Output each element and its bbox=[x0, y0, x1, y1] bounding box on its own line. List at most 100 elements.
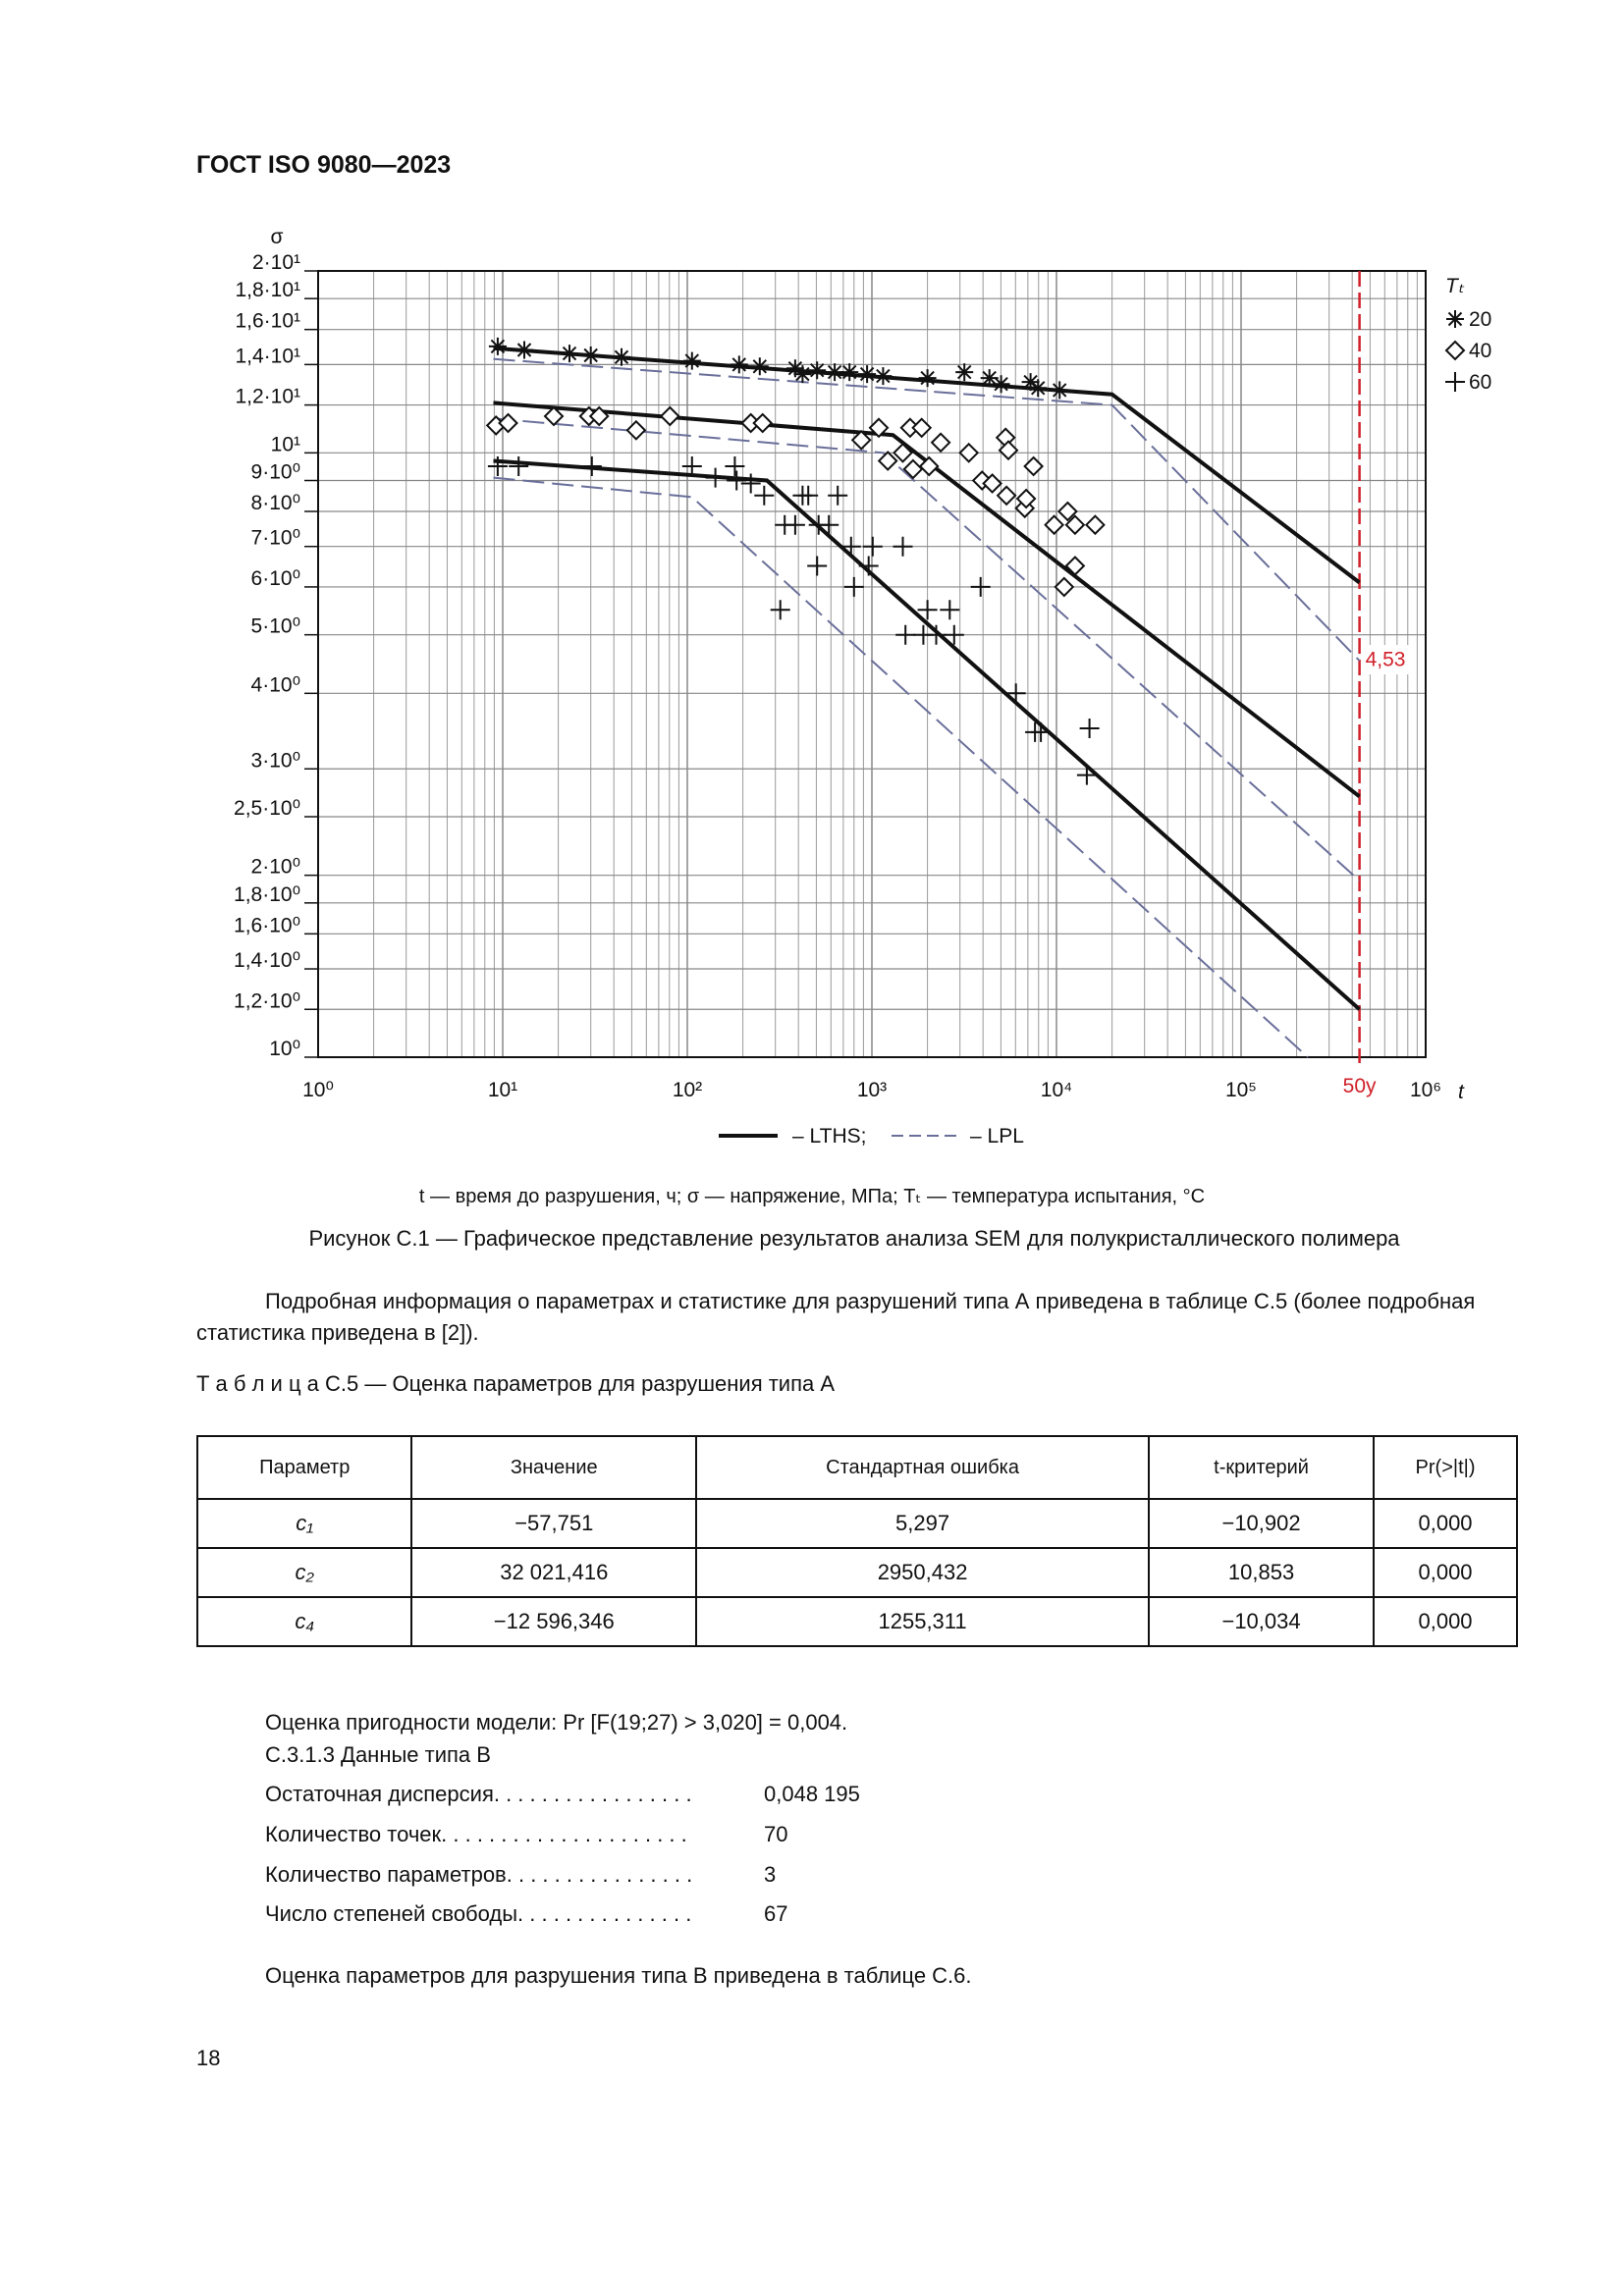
paragraph: Подробная информация о параметрах и стат… bbox=[196, 1289, 1476, 1345]
data-point bbox=[807, 556, 828, 576]
stat-label: Остаточная дисперсия. . . . . . . . . . … bbox=[265, 1782, 692, 1806]
annotation-label: 4,53 bbox=[1366, 649, 1406, 671]
table-row: c₄ −12 596,346 1255,311 −10,034 0,000 bbox=[195, 1596, 1518, 1647]
data-point bbox=[930, 432, 951, 454]
data-point bbox=[955, 363, 974, 382]
data-point bbox=[893, 536, 913, 557]
fit-line bbox=[493, 346, 1361, 585]
y-tick-label: 1,8·10⁰ bbox=[234, 883, 300, 906]
data-point bbox=[992, 375, 1010, 394]
header-cell: Pr(>|t|) bbox=[1373, 1435, 1518, 1500]
y-tick-label: 8·10⁰ bbox=[251, 492, 300, 514]
cell: 0,000 bbox=[1373, 1596, 1518, 1647]
data-point bbox=[740, 473, 761, 494]
data-point bbox=[998, 440, 1019, 461]
data-point bbox=[752, 412, 774, 434]
cell: 0,000 bbox=[1373, 1498, 1518, 1549]
header-title: ГОСТ ISO 9080—2023 bbox=[196, 151, 452, 179]
data-point bbox=[487, 456, 508, 476]
y-tick-label: 10⁰ bbox=[269, 1038, 300, 1060]
data-point bbox=[625, 419, 647, 441]
cell: −57,751 bbox=[410, 1498, 698, 1549]
data-point bbox=[918, 369, 937, 388]
legend-label: – LTHS; bbox=[792, 1125, 866, 1148]
fit-line bbox=[493, 357, 1361, 662]
legend-label: 40 bbox=[1469, 340, 1491, 362]
data-point bbox=[1031, 721, 1052, 742]
data-point bbox=[509, 456, 529, 476]
legend-label: 20 bbox=[1469, 308, 1491, 331]
data-point bbox=[750, 357, 769, 376]
stat-label: Количество точек. . . . . . . . . . . . … bbox=[265, 1822, 687, 1846]
fit-line bbox=[493, 400, 1361, 798]
data-point bbox=[958, 442, 980, 463]
y-tick-label: 1,4·10¹ bbox=[235, 345, 300, 367]
cell: c₂ bbox=[195, 1547, 413, 1598]
annotation-box bbox=[1361, 645, 1415, 675]
data-point bbox=[858, 556, 879, 576]
data-point bbox=[944, 624, 964, 645]
data-point bbox=[488, 337, 507, 355]
data-point bbox=[1076, 765, 1097, 785]
data-point bbox=[858, 365, 877, 384]
fit-line bbox=[493, 476, 1309, 1058]
legend-marker bbox=[1446, 310, 1464, 328]
cell: 0,000 bbox=[1373, 1547, 1518, 1598]
y-tick-label: 1,6·10⁰ bbox=[234, 914, 300, 936]
data-point bbox=[819, 514, 839, 535]
data-point bbox=[874, 367, 893, 386]
chart: 10⁰ 10¹ 10² 10³ 10⁴ 10⁵ 10⁶ 2·10¹ 1,8·10¹ 1,6·10¹… bbox=[234, 226, 1491, 1148]
data-point bbox=[1021, 373, 1040, 392]
data-point bbox=[1015, 488, 1037, 509]
data-point bbox=[1029, 379, 1048, 398]
data-point bbox=[1079, 719, 1100, 738]
legend-label: 60 bbox=[1469, 371, 1491, 394]
data-point bbox=[840, 363, 859, 382]
y-tick-label: 2·10⁰ bbox=[251, 856, 300, 879]
legend-marker bbox=[1445, 372, 1465, 392]
legend-marker bbox=[1444, 340, 1466, 361]
y-tick-label: 9·10⁰ bbox=[251, 461, 300, 484]
cell: −12 596,346 bbox=[410, 1596, 698, 1647]
y-tick-label: 10¹ bbox=[271, 433, 300, 455]
cell: 2950,432 bbox=[695, 1547, 1151, 1598]
header-cell: Значение bbox=[410, 1435, 698, 1500]
data-point bbox=[850, 429, 872, 451]
cell: 1255,311 bbox=[695, 1596, 1151, 1647]
data-point bbox=[1064, 514, 1086, 536]
data-point bbox=[730, 355, 748, 374]
cell: c₁ bbox=[195, 1498, 413, 1549]
x-tick-label: 10³ bbox=[857, 1079, 887, 1101]
header-cell: t-критерий bbox=[1148, 1435, 1376, 1500]
data-point bbox=[843, 576, 864, 597]
data-point bbox=[808, 361, 827, 380]
data-point bbox=[498, 412, 518, 434]
y-tick-label: 3·10⁰ bbox=[251, 749, 300, 772]
y-tick-label: 1,2·10⁰ bbox=[234, 989, 300, 1012]
data-point bbox=[996, 485, 1017, 507]
table-row: c₁ −57,751 5,297 −10,902 0,000 bbox=[195, 1498, 1518, 1549]
stat-value: 70 bbox=[764, 1822, 788, 1846]
reference-label: 50y bbox=[1343, 1075, 1377, 1097]
y-tick-label: 4·10⁰ bbox=[251, 673, 300, 696]
stat-label: Число степеней свободы. . . . . . . . . … bbox=[265, 1901, 692, 1926]
data-point bbox=[893, 442, 913, 463]
data-point bbox=[1084, 514, 1106, 536]
cell: c₄ bbox=[195, 1596, 413, 1647]
data-point bbox=[682, 351, 701, 370]
header-cell: Стандартная ошибка bbox=[695, 1435, 1151, 1500]
x-tick-label: 10⁵ bbox=[1225, 1079, 1257, 1101]
x-axis-label: t bbox=[1458, 1081, 1465, 1103]
cell: −10,902 bbox=[1148, 1498, 1376, 1549]
data-point bbox=[840, 536, 861, 557]
legend-label: – LPL bbox=[970, 1125, 1024, 1148]
data-point bbox=[1051, 381, 1069, 400]
data-point bbox=[588, 405, 610, 427]
data-point bbox=[705, 467, 726, 488]
y-tick-label: 2·10¹ bbox=[252, 251, 300, 274]
x-tick-label: 10⁴ bbox=[1041, 1079, 1072, 1101]
data-point bbox=[926, 624, 947, 645]
data-point bbox=[785, 514, 805, 535]
fit-line bbox=[493, 417, 1361, 881]
